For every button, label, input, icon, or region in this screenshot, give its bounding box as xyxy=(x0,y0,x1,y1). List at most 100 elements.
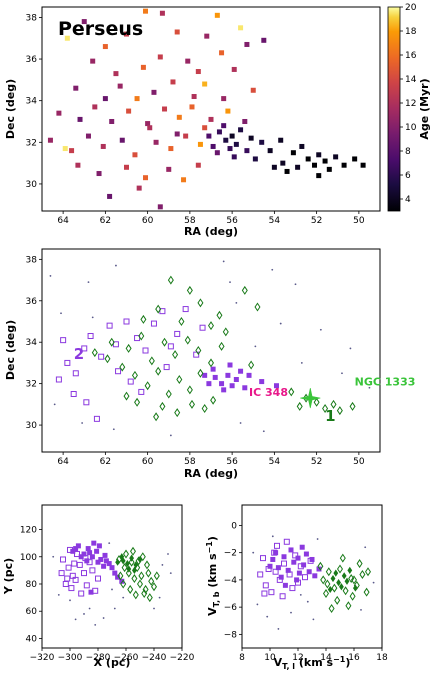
p3-point xyxy=(75,543,81,549)
p2-x-tick-label: 56 xyxy=(226,457,238,467)
p2-point xyxy=(229,383,235,389)
p3-point xyxy=(145,568,152,578)
p4-point xyxy=(331,583,338,593)
p2-point xyxy=(60,312,62,315)
p2-point xyxy=(273,383,279,389)
p3-point xyxy=(136,579,144,589)
p1-point xyxy=(159,10,165,16)
p4-x-tick-label: 16 xyxy=(348,653,360,663)
p3-point xyxy=(89,554,95,560)
p3-point xyxy=(122,549,130,559)
colorbar-tick-label: 8 xyxy=(405,147,411,157)
p3-point xyxy=(88,589,94,595)
p2-point xyxy=(174,330,181,337)
p1-point xyxy=(62,146,68,152)
p2-point xyxy=(322,403,329,414)
p2-point xyxy=(83,399,90,406)
p4-point xyxy=(272,568,279,575)
p1-xlabel: RA (deg) xyxy=(184,225,238,238)
p2-point xyxy=(279,322,282,325)
p1-point xyxy=(231,66,237,72)
p1-title: Perseus xyxy=(58,18,143,40)
p1-point xyxy=(181,177,187,183)
p3-x-tick-label: −260 xyxy=(114,653,139,663)
p2-point xyxy=(91,316,94,319)
p3-point xyxy=(71,560,78,567)
p3-point xyxy=(68,585,75,592)
p4-point xyxy=(294,577,300,583)
p3-point xyxy=(131,574,138,584)
p3-point xyxy=(161,564,164,566)
p3-point xyxy=(94,548,100,554)
p1-point xyxy=(208,116,214,122)
p2-point xyxy=(184,335,191,345)
p2-point xyxy=(60,337,67,344)
p2-point xyxy=(210,366,216,372)
panel-velocity: 8 10 12 14 16 18 −8−6−4−20 VT, l (km s−1) VT,… xyxy=(205,504,388,671)
p3-x-tick-label: −220 xyxy=(170,653,195,663)
p4-y-tick-label: −2 xyxy=(224,549,237,559)
p4-point xyxy=(273,550,279,556)
p2-point xyxy=(186,285,193,295)
p3-point xyxy=(125,568,132,578)
p1-point xyxy=(333,154,339,160)
p2-marks xyxy=(49,260,371,437)
p4-point xyxy=(277,628,280,630)
p2-x-tick-label: 60 xyxy=(142,457,154,467)
p2-point xyxy=(207,321,215,331)
p3-y-tick-label: 80 xyxy=(26,580,38,590)
p3-point xyxy=(64,575,71,582)
p1-point xyxy=(214,12,220,18)
p2-frame xyxy=(41,248,381,453)
p1-point xyxy=(244,41,250,47)
p1-point xyxy=(109,118,115,124)
p2-point xyxy=(210,395,217,405)
p2-x-ticks: 64 62 60 58 56 54 52 50 xyxy=(57,452,365,467)
p4-point xyxy=(334,595,341,605)
p1-point xyxy=(248,135,254,141)
p2-point xyxy=(119,362,126,372)
p3-y-tick-label: 100 xyxy=(20,553,37,563)
p4-point xyxy=(278,574,284,580)
p3-point xyxy=(78,554,84,560)
p2-point xyxy=(163,364,170,371)
p3-point xyxy=(83,613,85,615)
p3-point xyxy=(125,559,130,568)
p3-y-tick-label: 60 xyxy=(26,607,38,617)
p3-marks xyxy=(52,540,172,626)
p1-point xyxy=(210,143,216,149)
p3-point xyxy=(153,571,160,581)
p2-x-tick-label: 54 xyxy=(269,457,281,467)
p3-point xyxy=(78,590,85,597)
p4-point xyxy=(363,587,370,597)
p1-point xyxy=(143,8,149,14)
p3-point xyxy=(119,578,125,584)
p2-point xyxy=(169,434,172,437)
p2-point xyxy=(115,368,122,375)
p2-point xyxy=(300,362,303,364)
p1-frame xyxy=(41,6,381,212)
p3-point xyxy=(117,571,124,581)
p2-point xyxy=(222,327,229,337)
p1-point xyxy=(168,146,174,152)
p1-point xyxy=(261,37,267,43)
p1-point xyxy=(360,162,366,168)
p3-point xyxy=(74,618,77,621)
p2-point xyxy=(174,408,181,418)
p3-y-tick-label: 40 xyxy=(26,634,38,644)
p1-point xyxy=(299,143,305,149)
p2-point xyxy=(219,381,225,387)
p2-point xyxy=(106,322,113,329)
p1-point xyxy=(316,152,322,158)
p1-point xyxy=(174,131,180,137)
p3-point xyxy=(76,561,83,568)
p2-y-tick-label: 32 xyxy=(26,380,37,390)
p1-point xyxy=(90,58,96,64)
p3-point xyxy=(137,555,143,564)
p1-point xyxy=(202,81,208,87)
p1-point xyxy=(214,150,220,156)
p2-point xyxy=(349,347,352,350)
colorbar-tick-label: 14 xyxy=(405,75,417,85)
p1-point xyxy=(195,162,201,168)
